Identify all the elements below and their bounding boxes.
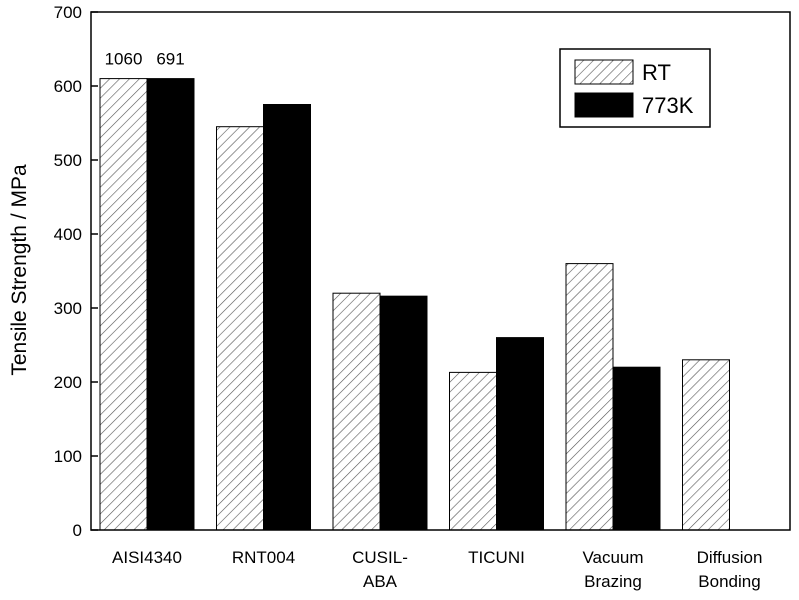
legend: RT 773K	[559, 48, 711, 128]
bar-773k-3	[496, 337, 544, 531]
y-tick-label-400: 400	[54, 225, 82, 244]
legend-swatch-rt	[574, 59, 634, 85]
y-axis-ticks: 0 100 200 300 400 500 600 700	[54, 3, 98, 540]
y-tick-label-700: 700	[54, 3, 82, 22]
bar-rt-5	[682, 359, 730, 531]
data-label-1: 691	[156, 50, 184, 69]
legend-label-773k: 773K	[642, 93, 694, 118]
bar-rt-0	[99, 78, 148, 531]
y-tick-label-600: 600	[54, 77, 82, 96]
bar-rt-1	[216, 126, 264, 531]
data-label-0: 1060	[105, 50, 143, 69]
bar-rt-4	[565, 263, 614, 531]
bar-773k-4	[612, 366, 661, 531]
bar-773k-1	[263, 104, 311, 531]
plot-frame	[90, 11, 791, 531]
category-label-5: Diffusion Bonding	[697, 548, 763, 591]
y-tick-label-200: 200	[54, 373, 82, 392]
category-label-2: CUSIL-ABA	[352, 548, 408, 591]
y-tick-label-500: 500	[54, 151, 82, 170]
data-labels: 1060 691	[105, 50, 185, 69]
category-label-1: RNT004	[232, 548, 295, 567]
category-label-4: Vacuum Brazing	[582, 548, 643, 591]
y-tick-label-100: 100	[54, 447, 82, 466]
bar-773k-0	[146, 78, 195, 531]
bar-rt-3	[449, 371, 497, 531]
y-axis-title: Tensile Strength / MPa	[8, 164, 31, 376]
bar-773k-2	[379, 295, 428, 531]
bars	[99, 78, 730, 531]
legend-swatch-773k	[574, 92, 634, 118]
bar-rt-2	[332, 292, 381, 531]
legend-label-rt: RT	[642, 60, 671, 85]
y-tick-label-300: 300	[54, 299, 82, 318]
category-label-0: AISI4340	[112, 548, 182, 567]
y-tick-label-0: 0	[73, 521, 82, 540]
category-labels: AISI4340 RNT004 CUSIL-ABA TICUNI Vacuum Brazi…	[112, 548, 762, 591]
category-label-3: TICUNI	[468, 548, 525, 567]
